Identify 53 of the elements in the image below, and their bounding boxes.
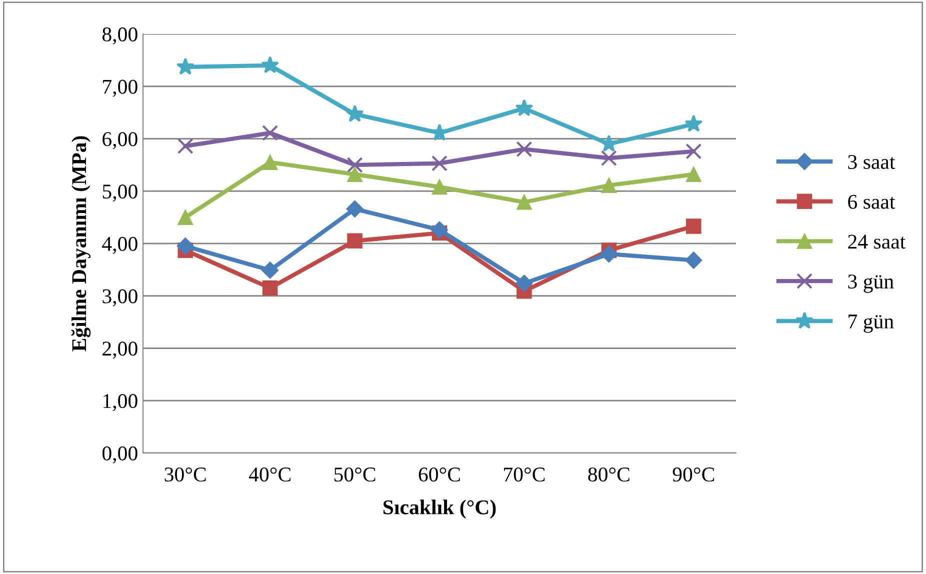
y-tick-label: 7,00 [103,80,138,97]
x-tick-label: 80°C [588,467,630,482]
x-tick-label: 60°C [418,467,460,482]
point [600,245,618,263]
point [515,98,534,116]
point [261,56,280,74]
point [686,143,702,160]
point [177,138,194,154]
point [432,179,448,195]
point [600,150,617,166]
point [346,200,364,218]
x-tick-label: 30°C [164,467,206,482]
point [516,274,533,292]
y-tick-label: 2,00 [102,342,138,359]
point [178,210,193,225]
point [516,141,532,158]
point [262,262,279,279]
legend-label: 6 saat [848,194,896,209]
legend-label: 7 gün [848,314,894,333]
y-tick-label: 6,00 [102,132,138,150]
point [684,114,703,132]
x-tick-label: 40°C [248,467,290,482]
point [262,154,278,170]
point [686,218,702,234]
x-tick-label: 70°C [504,467,545,482]
y-tick-label: 5,00 [102,184,138,202]
point [685,252,702,269]
point [601,178,617,194]
y-tick-label: 8,00 [102,27,138,44]
x-tick-label: 90°C [672,467,714,482]
legend-label: 3 saat [848,155,896,170]
y-tick-label: 3,00 [102,289,138,306]
point [346,156,363,173]
x-axis-title: Sıcaklık (°C) [383,500,496,519]
point [347,166,362,182]
y-tick-label: 0,00 [102,446,138,464]
legend-label: 24 saat [848,234,906,249]
y-tick-label: 1,00 [104,394,138,412]
point [346,104,364,122]
point [262,280,278,296]
y-tick-label: 4,00 [102,236,138,254]
point [686,166,702,182]
point [430,221,448,238]
point [600,134,618,152]
point [516,194,532,210]
x-tick-label: 50°C [334,467,376,482]
legend-label: 3 gün [848,274,894,293]
point [432,155,448,172]
point [176,58,194,75]
point [262,125,278,141]
point [176,238,194,255]
point [347,233,362,249]
y-axis-title: Eğilme Dayanımı (MPa) [71,136,91,352]
